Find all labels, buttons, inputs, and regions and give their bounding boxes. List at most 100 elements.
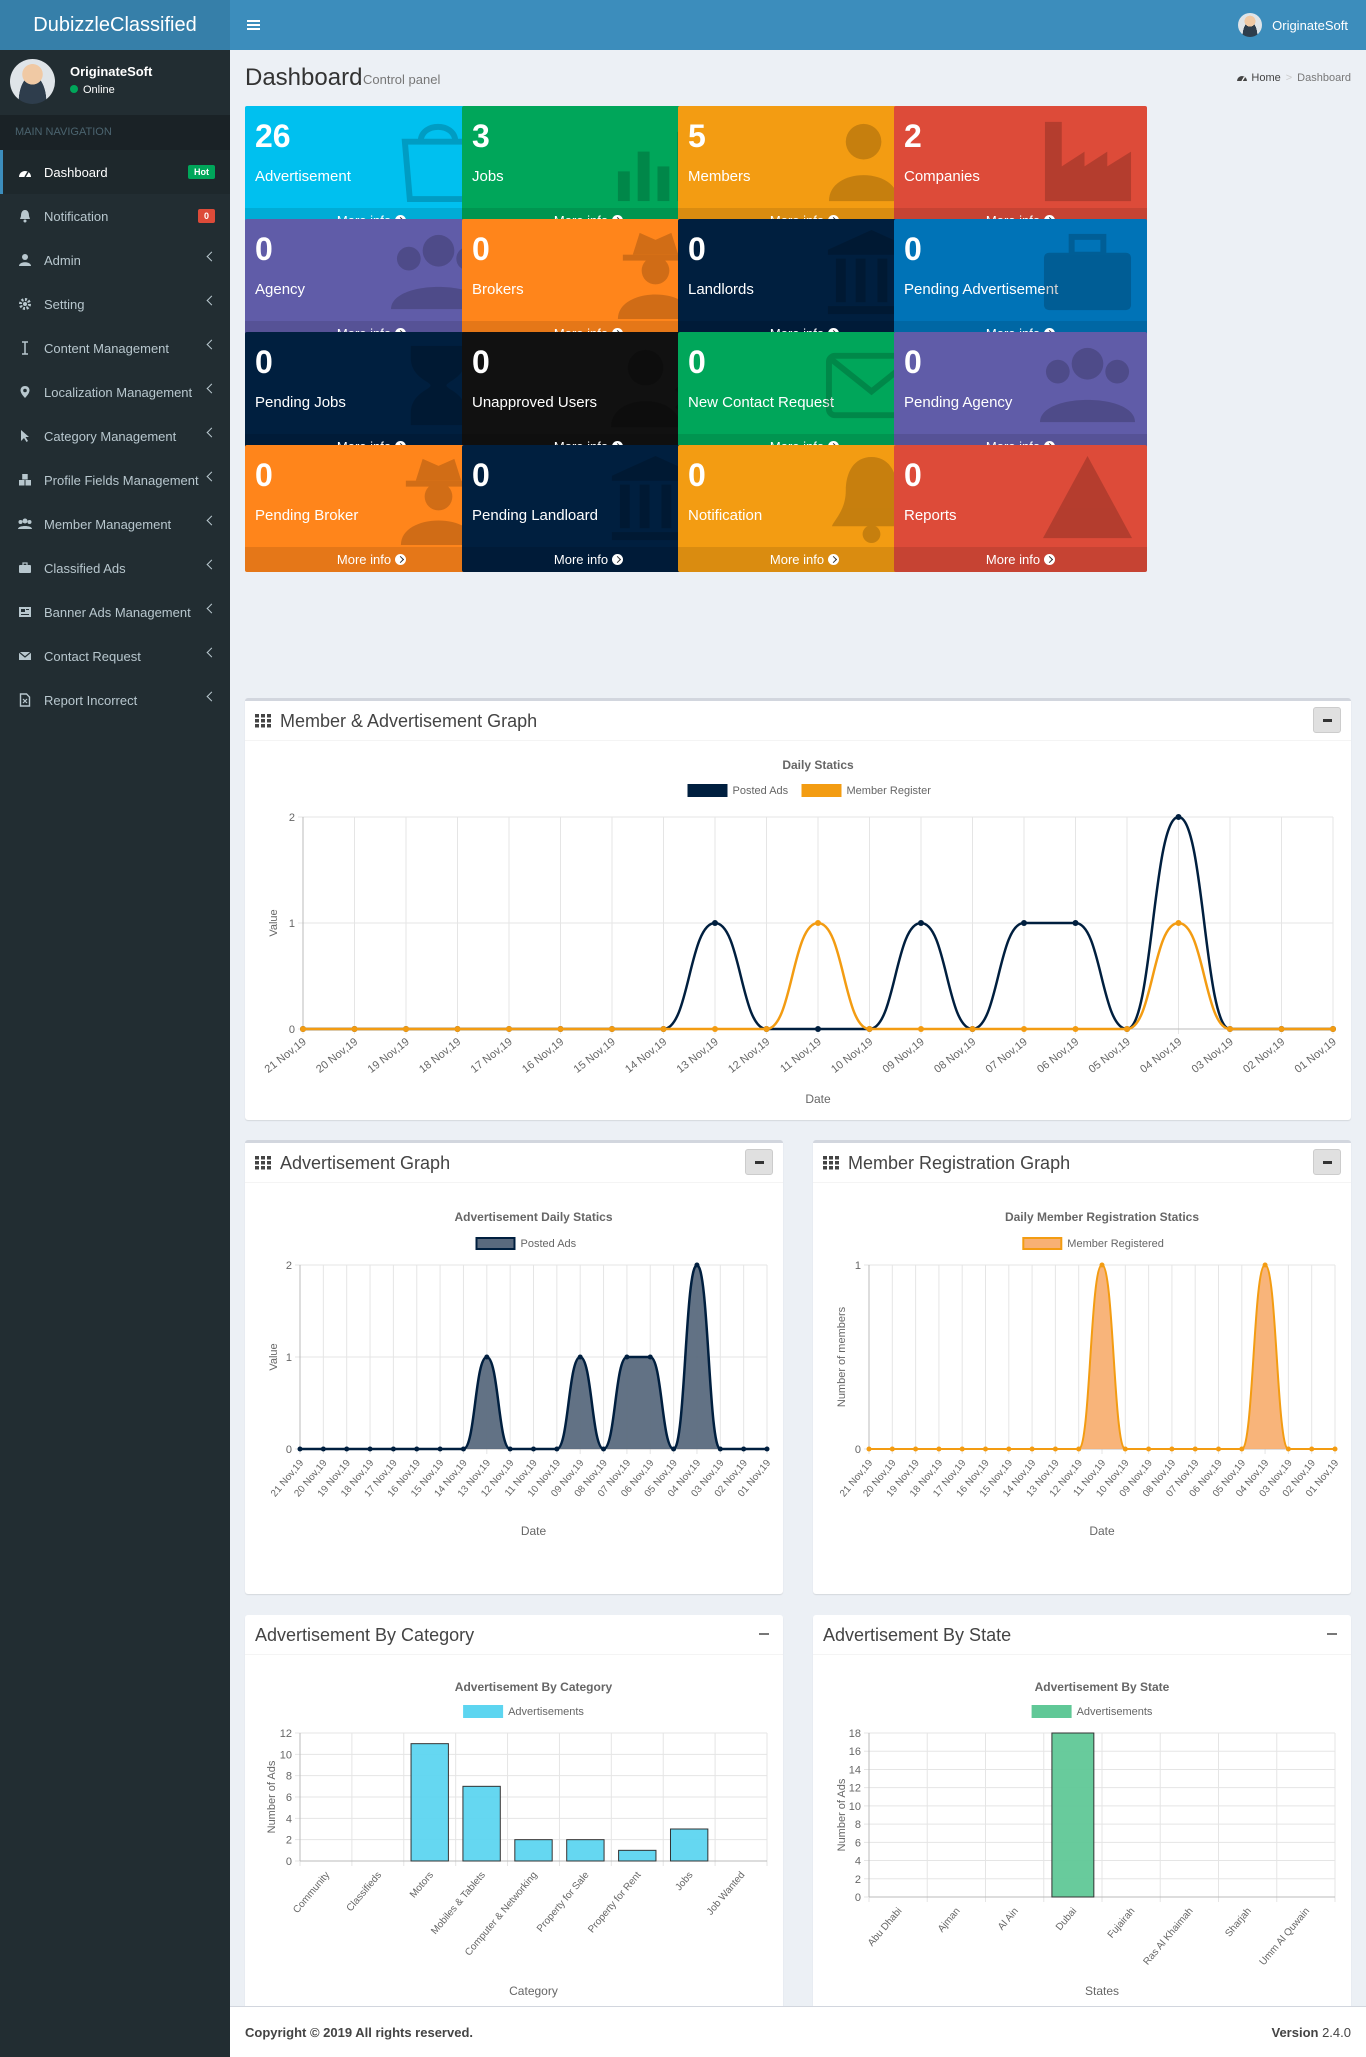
data-point[interactable] <box>531 1446 536 1452</box>
data-point[interactable] <box>414 1446 420 1452</box>
data-point[interactable] <box>712 920 718 926</box>
bar[interactable] <box>669 1828 709 1862</box>
stat-box-pending-broker[interactable]: 0 Pending Broker More info <box>245 445 498 572</box>
breadcrumb-home-link[interactable]: Home <box>1251 72 1281 84</box>
data-point[interactable] <box>815 920 821 926</box>
data-point[interactable] <box>1332 1446 1338 1452</box>
stat-box-pending-landloard[interactable]: 0 Pending Landloard More info <box>462 445 715 572</box>
sidebar-item-localization-management[interactable]: Localization Management <box>0 370 230 414</box>
data-point[interactable] <box>454 1026 461 1032</box>
data-point[interactable] <box>1169 1446 1175 1452</box>
data-point[interactable] <box>1309 1446 1315 1452</box>
data-point[interactable] <box>344 1446 350 1452</box>
data-point[interactable] <box>1330 1026 1336 1032</box>
data-point[interactable] <box>712 1026 718 1032</box>
collapse-button[interactable] <box>1313 707 1341 733</box>
more-info-link[interactable]: More info <box>245 547 498 572</box>
data-point[interactable] <box>1021 1026 1027 1032</box>
data-point[interactable] <box>717 1446 723 1452</box>
collapse-button[interactable] <box>745 1149 773 1175</box>
data-point[interactable] <box>577 1354 583 1360</box>
more-info-link[interactable]: More info <box>678 547 931 572</box>
data-point[interactable] <box>1052 1446 1058 1452</box>
data-point[interactable] <box>763 1026 770 1032</box>
sidebar-item-report-incorrect[interactable]: Report Incorrect <box>0 678 230 722</box>
more-info-link[interactable]: More info <box>462 547 715 572</box>
sidebar-item-contact-request[interactable]: Contact Request <box>0 634 230 678</box>
data-point[interactable] <box>918 920 924 926</box>
data-point[interactable] <box>866 1446 872 1452</box>
data-point[interactable] <box>1076 1446 1082 1452</box>
data-point[interactable] <box>1021 920 1027 926</box>
data-point[interactable] <box>815 1026 821 1032</box>
data-point[interactable] <box>1006 1446 1012 1452</box>
bar[interactable] <box>566 1839 605 1862</box>
data-point[interactable] <box>1216 1446 1221 1452</box>
data-point[interactable] <box>1146 1446 1152 1452</box>
stat-box-reports[interactable]: 0 Reports More info <box>894 445 1147 572</box>
sidebar-item-member-management[interactable]: Member Management <box>0 502 230 546</box>
data-point[interactable] <box>936 1446 942 1452</box>
data-point[interactable] <box>969 1026 976 1032</box>
data-point[interactable] <box>1124 1026 1130 1032</box>
data-point[interactable] <box>1072 1026 1079 1032</box>
data-point[interactable] <box>866 1026 873 1032</box>
stat-box-members[interactable]: 5MembersMore info <box>678 106 931 233</box>
data-point[interactable] <box>297 1446 303 1452</box>
legend-swatch[interactable] <box>801 784 842 797</box>
header-user-menu[interactable]: OriginateSoft <box>1220 0 1366 50</box>
legend-swatch[interactable] <box>475 1237 516 1250</box>
legend-swatch[interactable] <box>687 784 728 797</box>
data-point[interactable] <box>437 1446 443 1452</box>
data-point[interactable] <box>1175 814 1182 820</box>
data-point[interactable] <box>1099 1262 1105 1268</box>
legend-swatch[interactable] <box>1022 1237 1063 1250</box>
bar[interactable] <box>410 1743 449 1862</box>
legend-swatch[interactable] <box>1031 1705 1072 1718</box>
data-point[interactable] <box>403 1026 409 1032</box>
legend-swatch[interactable] <box>463 1705 504 1718</box>
data-point[interactable] <box>601 1446 607 1452</box>
sidebar-item-notification[interactable]: Notification 0 <box>0 194 230 238</box>
data-point[interactable] <box>1239 1446 1245 1452</box>
stat-box-advertisement[interactable]: 26AdvertisementMore info <box>245 106 498 233</box>
data-point[interactable] <box>624 1354 630 1360</box>
brand-logo[interactable]: DubizzleClassified <box>0 0 230 50</box>
sidebar-item-setting[interactable]: Setting <box>0 282 230 326</box>
sidebar-item-banner-ads-management[interactable]: Banner Ads Management <box>0 590 230 634</box>
data-point[interactable] <box>660 1026 667 1032</box>
stat-box-agency[interactable]: 0AgencyMore info <box>245 219 498 346</box>
sidebar-item-category-management[interactable]: Category Management <box>0 414 230 458</box>
data-point[interactable] <box>609 1026 615 1032</box>
data-point[interactable] <box>506 1026 512 1032</box>
data-point[interactable] <box>554 1446 560 1452</box>
sidebar-item-profile-fields-management[interactable]: Profile Fields Management <box>0 458 230 502</box>
data-point[interactable] <box>1285 1446 1291 1452</box>
bar[interactable] <box>514 1839 553 1862</box>
sidebar-toggle-button[interactable] <box>240 0 266 50</box>
sidebar-item-classified-ads[interactable]: Classified Ads <box>0 546 230 590</box>
data-point[interactable] <box>484 1354 490 1360</box>
data-point[interactable] <box>741 1446 747 1452</box>
collapse-button[interactable] <box>759 1633 769 1635</box>
collapse-button[interactable] <box>1327 1633 1337 1635</box>
data-point[interactable] <box>1192 1446 1198 1452</box>
data-point[interactable] <box>351 1026 358 1032</box>
data-point[interactable] <box>1029 1446 1035 1452</box>
data-point[interactable] <box>1175 920 1182 926</box>
data-point[interactable] <box>889 1446 895 1452</box>
data-point[interactable] <box>507 1446 513 1452</box>
data-point[interactable] <box>764 1446 770 1452</box>
data-point[interactable] <box>1122 1446 1128 1452</box>
data-point[interactable] <box>671 1446 677 1452</box>
bar[interactable] <box>1051 1732 1095 1898</box>
data-point[interactable] <box>320 1446 326 1452</box>
data-point[interactable] <box>367 1446 373 1452</box>
data-point[interactable] <box>918 1026 924 1032</box>
data-point[interactable] <box>390 1446 396 1452</box>
data-point[interactable] <box>694 1262 700 1268</box>
bar[interactable] <box>618 1849 657 1862</box>
